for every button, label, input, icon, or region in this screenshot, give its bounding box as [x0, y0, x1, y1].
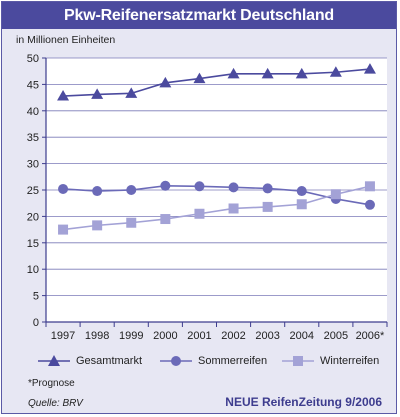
legend-label-winterreifen: Winterreifen: [320, 355, 380, 367]
y-tick-label: 10: [27, 264, 39, 276]
data-point-winterreifen: [160, 214, 171, 225]
data-point-winterreifen: [296, 199, 307, 210]
data-point-gesamtmarkt: [227, 67, 240, 79]
data-point-winterreifen: [194, 208, 205, 219]
data-point-sommerreifen: [364, 199, 375, 210]
y-axis-unit-label: in Millionen Einheiten: [16, 34, 116, 46]
legend-item-sommerreifen: Sommerreifen: [160, 350, 267, 372]
x-tick-label: 1999: [119, 330, 143, 342]
data-point-gesamtmarkt: [193, 72, 206, 84]
data-point-sommerreifen: [92, 186, 103, 197]
legend-label-sommerreifen: Sommerreifen: [198, 355, 268, 367]
x-tick-label: 2003: [255, 330, 279, 342]
data-point-sommerreifen: [126, 185, 137, 195]
y-tick-label: 25: [27, 185, 39, 197]
legend-swatch-gesamtmarkt: [38, 355, 70, 366]
x-tick-label: 2001: [187, 330, 211, 342]
x-tick-label: 1997: [51, 330, 75, 342]
data-point-sommerreifen: [228, 182, 239, 193]
y-tick-label: 30: [27, 159, 39, 171]
data-point-winterreifen: [330, 189, 341, 200]
publisher-credit: NEUE ReifenZeitung 9/2006: [225, 395, 382, 409]
data-point-winterreifen: [92, 220, 103, 231]
data-point-gesamtmarkt: [261, 67, 274, 79]
data-point-sommerreifen: [160, 180, 171, 191]
legend: Gesamtmarkt Sommerreifen Winterreifen: [2, 350, 396, 372]
chart-title: Pkw-Reifenersatzmarkt Deutschland: [64, 6, 334, 24]
data-point-sommerreifen: [262, 183, 273, 194]
title-bar: Pkw-Reifenersatzmarkt Deutschland: [2, 2, 396, 29]
y-tick-label: 45: [27, 79, 39, 91]
line-chart: 0 5 10 15 20 25 30 35 40 45 50 1997 1998 1999 2000 2001…: [27, 53, 388, 342]
x-tick-label: 1998: [85, 330, 109, 342]
y-tick-label: 15: [27, 238, 39, 250]
data-point-winterreifen: [126, 217, 137, 228]
x-tick-label: 2006*: [356, 330, 385, 342]
series-line-gesamtmarkt: [63, 68, 371, 97]
y-tick-label: 35: [27, 132, 39, 144]
y-tick-label: 50: [27, 53, 39, 65]
data-point-gesamtmarkt: [295, 67, 308, 79]
data-point-winterreifen: [262, 201, 273, 212]
series-line-sommerreifen: [63, 184, 371, 206]
data-point-gesamtmarkt: [91, 88, 104, 99]
x-tick-label: 2005: [324, 330, 348, 342]
series-line-winterreifen: [62, 185, 371, 231]
y-tick-label: 20: [27, 211, 39, 223]
data-point-gesamtmarkt: [57, 90, 70, 101]
data-point-winterreifen: [228, 203, 239, 214]
legend-item-gesamtmarkt: Gesamtmarkt: [38, 350, 142, 372]
legend-swatch-winterreifen: [282, 356, 314, 366]
legend-label-gesamtmarkt: Gesamtmarkt: [76, 355, 143, 367]
source-note: Quelle: BRV: [28, 398, 83, 409]
legend-item-winterreifen: Winterreifen: [282, 350, 379, 372]
x-tick-label: 2002: [221, 330, 245, 342]
data-point-gesamtmarkt: [125, 87, 138, 98]
data-point-winterreifen: [364, 181, 375, 192]
legend-swatch-sommerreifen: [160, 356, 192, 366]
y-tick-label: 40: [27, 106, 39, 118]
footnote: *Prognose: [28, 378, 75, 389]
data-point-gesamtmarkt: [363, 63, 376, 74]
x-tick-label: 2004: [290, 330, 314, 342]
data-point-winterreifen: [58, 224, 69, 235]
y-tick-label: 0: [33, 317, 39, 329]
data-point-gesamtmarkt: [159, 76, 172, 88]
x-tick-label: 2000: [153, 330, 177, 342]
data-point-sommerreifen: [58, 183, 69, 194]
y-tick-label: 5: [33, 291, 39, 303]
data-point-sommerreifen: [194, 181, 205, 192]
data-point-sommerreifen: [296, 186, 307, 197]
data-point-gesamtmarkt: [329, 66, 342, 77]
